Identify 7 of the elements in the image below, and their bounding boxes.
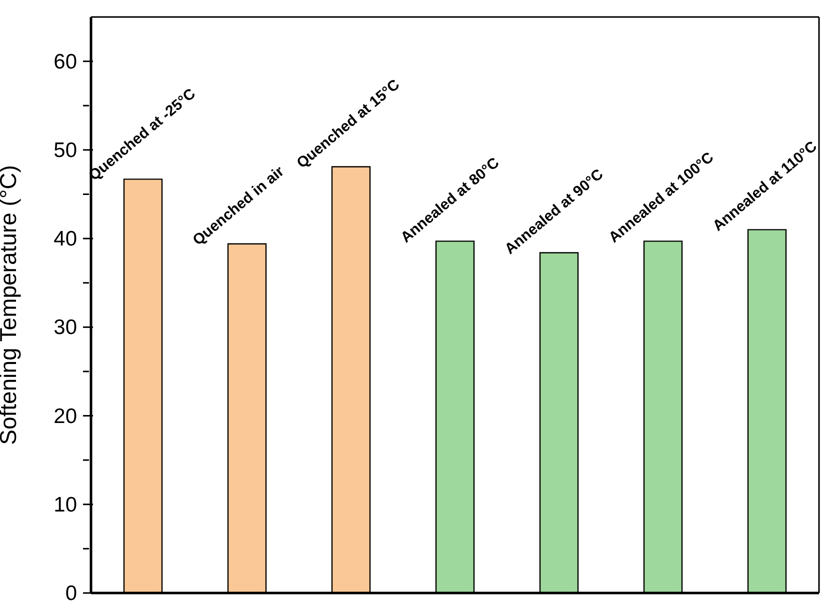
y-tick-label: 30 <box>54 316 77 340</box>
y-tick-label: 40 <box>54 228 77 251</box>
y-tick-label: 20 <box>54 404 77 428</box>
y-tick-label: 10 <box>54 493 77 516</box>
y-tick-label: 50 <box>54 138 77 162</box>
y-tick-label: 0 <box>65 582 77 605</box>
y-tick-label: 60 <box>54 50 77 74</box>
